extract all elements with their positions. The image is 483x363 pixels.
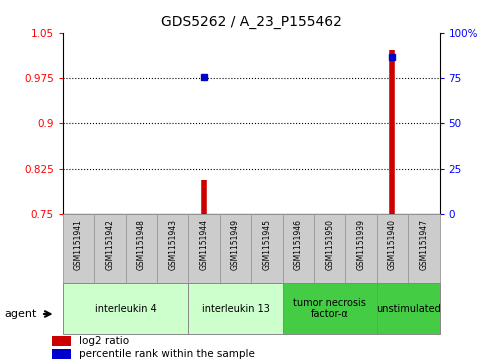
Bar [377, 283, 440, 334]
Bar [345, 214, 377, 283]
Text: agent: agent [5, 309, 37, 319]
Bar [188, 283, 283, 334]
Bar [94, 214, 126, 283]
Bar [408, 214, 440, 283]
Text: unstimulated: unstimulated [376, 303, 440, 314]
Text: log2 ratio: log2 ratio [79, 336, 129, 346]
Text: interleukin 13: interleukin 13 [201, 303, 270, 314]
Text: GSM1151945: GSM1151945 [262, 219, 271, 270]
Text: GSM1151943: GSM1151943 [168, 219, 177, 270]
Text: GSM1151940: GSM1151940 [388, 219, 397, 270]
Text: GSM1151941: GSM1151941 [74, 219, 83, 270]
Text: GSM1151944: GSM1151944 [199, 219, 209, 270]
Bar [314, 214, 345, 283]
Bar [126, 214, 157, 283]
Bar [53, 336, 71, 346]
Text: GSM1151946: GSM1151946 [294, 219, 303, 270]
Text: GSM1151947: GSM1151947 [419, 219, 428, 270]
Text: GSM1151939: GSM1151939 [356, 219, 366, 270]
Bar [157, 214, 188, 283]
Text: GSM1151948: GSM1151948 [137, 219, 146, 270]
Bar [53, 349, 71, 359]
Text: percentile rank within the sample: percentile rank within the sample [79, 349, 255, 359]
Title: GDS5262 / A_23_P155462: GDS5262 / A_23_P155462 [161, 15, 341, 29]
Bar [251, 214, 283, 283]
Bar [220, 214, 251, 283]
Text: GSM1151942: GSM1151942 [105, 219, 114, 270]
Text: GSM1151950: GSM1151950 [325, 219, 334, 270]
Bar [188, 214, 220, 283]
Bar [377, 214, 408, 283]
Bar [63, 214, 94, 283]
Text: interleukin 4: interleukin 4 [95, 303, 156, 314]
Text: tumor necrosis
factor-α: tumor necrosis factor-α [293, 298, 366, 319]
Text: GSM1151949: GSM1151949 [231, 219, 240, 270]
Bar [283, 283, 377, 334]
Bar [283, 214, 314, 283]
Bar [63, 283, 188, 334]
